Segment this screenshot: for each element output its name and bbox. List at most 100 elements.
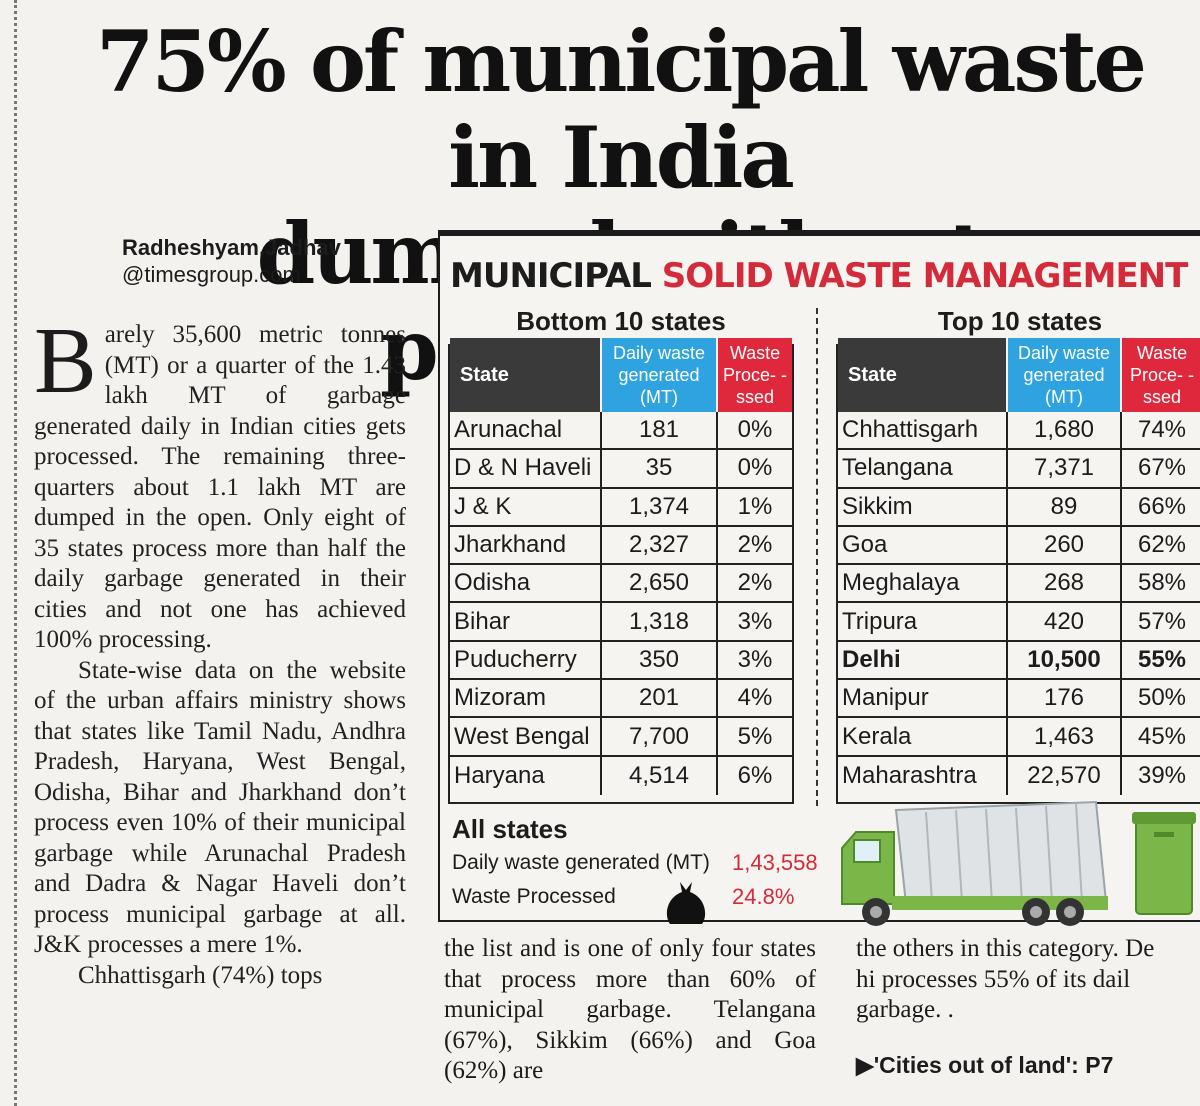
cell-processed: 50% [1137,684,1187,712]
cell-daily: 260 [1006,526,1122,564]
infographic-title-part1: MUNICIPAL [450,256,652,296]
paragraph-2: State-wise data on the website of the ur… [34,656,406,959]
cell-processed: 2% [737,569,773,597]
table-border [836,802,1200,804]
cell-daily: 1,463 [1006,718,1122,755]
cell-processed: 5% [737,722,773,750]
cell-daily: 35 [600,450,718,487]
article-column-1: B arely 35,600 metric tonnes (MT) or a q… [34,309,406,991]
infographic: MUNICIPAL SOLID WASTE MANAGEMENT Bottom … [438,230,1200,926]
header-processed: Waste Proce- -ssed [718,338,792,412]
top-states-title: Top 10 states [937,306,1103,336]
cell-state: Jharkhand [454,531,567,559]
cell-state: West Bengal [454,722,590,750]
col3-line2: hi processes 55% of its dail [856,965,1131,993]
cell-state: Bihar [454,607,511,635]
table-row: Sikkim 89 66% [838,488,1200,527]
header-state: State [450,338,600,412]
cell-state: Manipur [842,684,929,712]
processed-label: Waste Processed [452,885,616,908]
cell-processed: 3% [737,645,773,673]
cell-state: Arunachal [454,416,563,444]
table-border [792,344,794,802]
cell-processed: 0% [737,454,773,482]
cell-daily: 7,700 [600,718,718,755]
table-row: Bihar 1,318 3% [450,603,792,642]
paragraph-1: B arely 35,600 metric tonnes (MT) or a q… [34,309,406,656]
cell-daily: 4,514 [600,756,718,795]
cell-daily: 1,318 [600,603,718,640]
byline-author: Radheshyam.Jadhav [122,235,341,260]
table-row: J & K 1,374 1% [450,488,792,527]
cell-processed: 6% [737,761,773,789]
top-table-header: State Daily waste generated (MT) Waste P… [838,338,1200,412]
cell-state: Maharashtra [842,761,977,789]
cell-state: Goa [842,531,888,559]
byline-email: @timesgroup.com [122,262,301,287]
cell-state: Tripura [842,607,918,635]
table-row: Telangana 7,371 67% [838,450,1200,489]
cell-state: Puducherry [454,645,577,673]
all-states-processed: Waste Processed 24.8% [452,880,832,914]
header-daily: Daily waste generated (MT) [600,338,718,412]
cell-state: Mizoram [454,684,547,712]
table-row: Tripura 420 57% [838,603,1200,642]
table-border [448,344,450,802]
cell-daily: 350 [600,641,718,679]
paragraph-1-text: arely 35,600 metric tonnes (MT) or a qua… [34,321,406,653]
paragraph-3: Chhattisgarh (74%) tops [78,961,323,989]
cell-processed: 57% [1137,607,1187,635]
cell-processed: 74% [1137,416,1187,444]
cell-processed: 2% [737,531,773,559]
table-border [448,802,794,804]
table-row: Goa 260 62% [838,526,1200,566]
processed-value: 24.8% [732,884,795,909]
cell-daily: 10,500 [1006,641,1122,679]
top-states-panel: Top 10 states State Daily waste generate… [838,304,1200,795]
top-table-body: Chhattisgarh 1,680 74% Telangana 7,371 67% Sik… [838,412,1200,795]
page-reference[interactable]: ▶'Cities out of land': P7 [856,1052,1114,1078]
cell-daily: 22,570 [1006,756,1122,795]
header-daily: Daily waste generated (MT) [1006,338,1122,412]
table-row: Meghalaya 268 58% [838,565,1200,604]
panel-divider [816,308,818,806]
garbage-truck-icon [841,800,1196,926]
header-processed: Waste Proce- -ssed [1122,338,1200,412]
cell-state: Kerala [842,722,912,750]
cell-state: Haryana [454,761,545,789]
table-row: Puducherry 350 3% [450,641,792,681]
garbage-bag-icon [666,882,706,924]
cell-processed: 0% [737,416,773,444]
table-row: D & N Haveli 35 0% [450,450,792,489]
cell-processed: 3% [737,607,773,635]
table-row: Maharashtra 22,570 39% [838,756,1200,795]
cell-daily: 181 [600,412,718,449]
cell-processed: 55% [1137,645,1187,673]
table-row: Arunachal 181 0% [450,412,792,451]
cell-processed: 45% [1137,722,1187,750]
table-row: Odisha 2,650 2% [450,565,792,604]
header-state: State [838,338,1006,412]
infographic-title-part2: SOLID WASTE MANAGEMENT [661,256,1189,296]
cell-processed: 67% [1137,454,1187,482]
table-row: Delhi 10,500 55% [838,641,1200,681]
bottom-table-header: State Daily waste generated (MT) Waste P… [450,338,792,412]
cell-daily: 1,374 [600,488,718,525]
dropcap: B [34,309,97,413]
cell-state: Odisha [454,569,531,597]
cell-state: Chhattisgarh [842,416,979,444]
all-states-daily: Daily waste generated (MT) 1,43,558 [452,846,832,880]
cell-processed: 39% [1137,761,1187,789]
all-states-summary: All states Daily waste generated (MT) 1,… [452,812,832,914]
cell-state: Sikkim [842,492,913,520]
col3-line3: garbage. . [856,996,954,1023]
article-column-3: the others in this category. De hi proce… [856,934,1200,1026]
table-row: Kerala 1,463 45% [838,718,1200,757]
headline-line1: 75% of municipal waste in India [96,12,1147,207]
cell-state: Telangana [842,454,953,482]
cell-daily: 268 [1006,565,1122,602]
daily-label: Daily waste generated (MT) [452,851,710,874]
article-column-2: the list and is one of only four states … [444,935,816,1084]
cell-daily: 2,327 [600,526,718,564]
cell-processed: 58% [1137,569,1187,597]
